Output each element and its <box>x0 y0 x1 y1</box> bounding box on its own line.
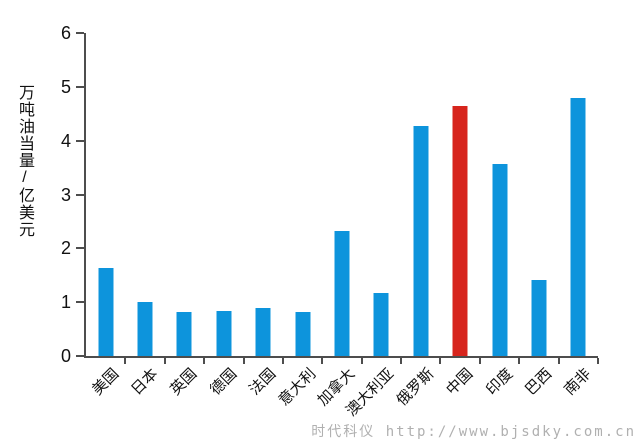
x-category-label: 日本 <box>128 365 162 399</box>
x-category-label: 南非 <box>561 365 595 399</box>
y-tick-mark <box>76 139 84 142</box>
x-category-label: 意大利 <box>275 365 319 410</box>
y-tick-mark <box>76 247 84 250</box>
x-category-label: 巴西 <box>521 365 556 399</box>
y-tick-label: 6 <box>60 23 71 43</box>
y-tick-label: 5 <box>60 76 71 97</box>
chart-bar-1 <box>98 267 114 356</box>
x-tick-mark <box>557 358 560 364</box>
y-tick-label: 2 <box>60 238 71 259</box>
category-cell: 南非 <box>559 33 598 399</box>
x-category-label: 德国 <box>206 365 241 399</box>
category-cell: 美国 <box>86 33 125 399</box>
category-cell: 印度 <box>480 33 519 399</box>
chart-bar-2 <box>137 301 153 356</box>
x-tick-mark <box>360 358 363 364</box>
chart-bar-7 <box>334 230 350 356</box>
x-category-label: 俄罗斯 <box>393 365 438 410</box>
x-axis-line <box>84 356 598 358</box>
x-tick-mark <box>597 358 599 364</box>
category-cell: 英国 <box>165 33 204 399</box>
x-tick-mark <box>400 358 403 364</box>
y-tick-label: 3 <box>60 184 71 205</box>
chart-bar-10 <box>452 105 468 356</box>
category-cell: 澳大利亚 <box>343 33 401 420</box>
y-tick-mark <box>76 85 84 88</box>
y-tick-label: 4 <box>60 130 71 151</box>
x-category-label: 印度 <box>482 365 516 399</box>
category-cell: 法国 <box>244 33 283 399</box>
x-category-label: 法国 <box>246 365 280 399</box>
category-cell: 加拿大 <box>314 33 361 409</box>
x-tick-mark <box>163 358 166 364</box>
y-tick-mark <box>76 355 84 357</box>
chart-bar-11 <box>492 164 508 356</box>
chart-bar-8 <box>373 293 389 356</box>
y-axis-line <box>84 33 86 358</box>
chart-bar-4 <box>216 310 232 356</box>
x-tick-mark <box>124 358 127 364</box>
y-tick-label: 1 <box>60 292 71 313</box>
category-cell: 意大利 <box>275 33 322 409</box>
chart-bar-5 <box>255 308 271 356</box>
y-axis-title: 万吨油当量/亿美元 <box>16 84 33 238</box>
chart-bar-12 <box>531 279 547 356</box>
x-tick-mark <box>242 358 245 364</box>
x-tick-mark <box>439 358 442 364</box>
x-category-label: 美国 <box>88 365 123 399</box>
y-tick-mark <box>76 301 84 304</box>
x-category-label: 英国 <box>167 365 201 399</box>
category-cell: 中国 <box>440 33 479 399</box>
x-tick-mark <box>478 358 481 364</box>
plot-area: 0 1 2 3 4 5 6 美国 日本 英国 德国 法国 意大利 加拿大 澳大利亚 俄罗斯 中国 印度 巴西 南非 <box>61 23 599 420</box>
y-tick-label: 0 <box>60 346 71 366</box>
y-tick-mark <box>76 32 84 34</box>
chart-bar-6 <box>295 312 311 356</box>
x-tick-mark <box>203 358 206 364</box>
x-tick-mark <box>321 358 324 364</box>
category-cell: 德国 <box>204 33 243 399</box>
watermark: 时代科仪 http://www.bjsdky.com.cn <box>311 424 636 440</box>
chart-bar-3 <box>176 311 192 356</box>
x-tick-mark <box>518 358 521 364</box>
y-tick-mark <box>76 193 84 196</box>
category-cell: 巴西 <box>519 33 558 399</box>
x-category-label: 中国 <box>443 365 477 399</box>
chart-bar-9 <box>413 125 429 356</box>
category-cell: 日本 <box>125 33 164 399</box>
category-cell: 俄罗斯 <box>393 33 440 409</box>
chart-bar-13 <box>570 98 586 356</box>
x-tick-mark <box>281 358 284 364</box>
